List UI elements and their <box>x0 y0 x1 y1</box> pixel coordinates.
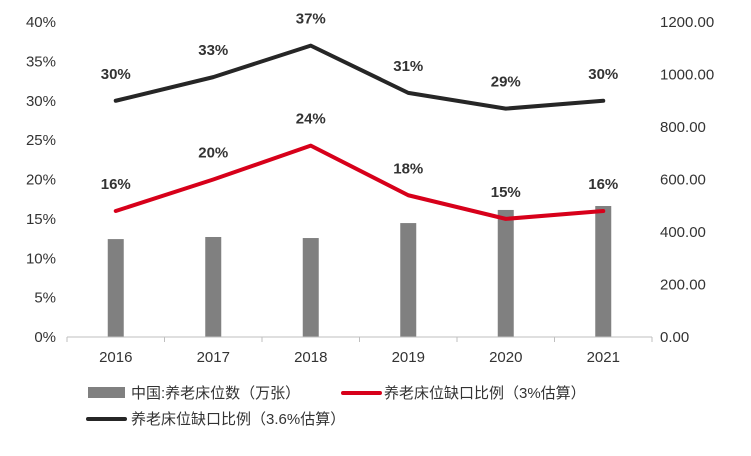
left-y-tick-label: 25% <box>26 132 56 149</box>
bar-2019 <box>400 223 417 337</box>
right-y-tick-label: 0.00 <box>660 329 689 346</box>
x-tick-label: 2018 <box>294 349 327 366</box>
black-data-label: 30% <box>588 66 618 83</box>
red-line-series <box>113 143 606 221</box>
red-data-label: 16% <box>588 176 618 193</box>
left-y-tick-label: 0% <box>34 329 56 346</box>
black-line-series <box>113 43 606 111</box>
legend: 中国:养老床位数（万张） 养老床位缺口比例（3%估算） 养老床位缺口比例（3.6… <box>86 384 586 428</box>
legend-label-bar: 中国:养老床位数（万张） <box>131 385 300 402</box>
right-y-tick-label: 800.00 <box>660 119 706 136</box>
right-y-tick-label: 400.00 <box>660 224 706 241</box>
left-y-tick-label: 10% <box>26 250 56 267</box>
legend-label-black-line: 养老床位缺口比例（3.6%估算） <box>131 410 345 428</box>
bar-2018 <box>302 238 319 337</box>
left-y-tick-label: 30% <box>26 93 56 110</box>
bar-2021 <box>595 206 612 337</box>
x-tick-label: 2017 <box>197 349 230 366</box>
legend-label-red-line: 养老床位缺口比例（3%估算） <box>384 384 586 402</box>
left-y-tick-label: 15% <box>26 211 56 228</box>
left-y-tick-label: 35% <box>26 53 56 70</box>
black-data-label: 29% <box>491 74 521 91</box>
black-data-label: 30% <box>101 66 131 83</box>
red-data-label: 16% <box>101 176 131 193</box>
right-y-tick-label: 600.00 <box>660 172 706 189</box>
bar-2020 <box>497 209 514 337</box>
x-tick-label: 2020 <box>489 349 522 366</box>
left-y-tick-label: 20% <box>26 172 56 189</box>
black-data-label: 37% <box>296 11 326 28</box>
red-data-label: 20% <box>198 145 228 162</box>
black-data-label: 31% <box>393 58 423 75</box>
left-y-tick-label: 5% <box>34 290 56 307</box>
red-data-label: 18% <box>393 160 423 177</box>
legend-swatch-bar <box>88 387 125 398</box>
bar-2017 <box>205 236 222 337</box>
x-tick-label: 2021 <box>587 349 620 366</box>
red-data-label: 15% <box>491 184 521 201</box>
right-y-tick-label: 1000.00 <box>660 67 714 84</box>
black-data-label: 33% <box>198 42 228 59</box>
red-data-label: 24% <box>296 111 326 128</box>
x-tick-label: 2019 <box>392 349 425 366</box>
left-y-tick-label: 40% <box>26 14 56 31</box>
right-y-tick-label: 200.00 <box>660 277 706 294</box>
right-y-tick-label: 1200.00 <box>660 14 714 31</box>
x-tick-label: 2016 <box>99 349 132 366</box>
bar-2016 <box>107 239 124 337</box>
